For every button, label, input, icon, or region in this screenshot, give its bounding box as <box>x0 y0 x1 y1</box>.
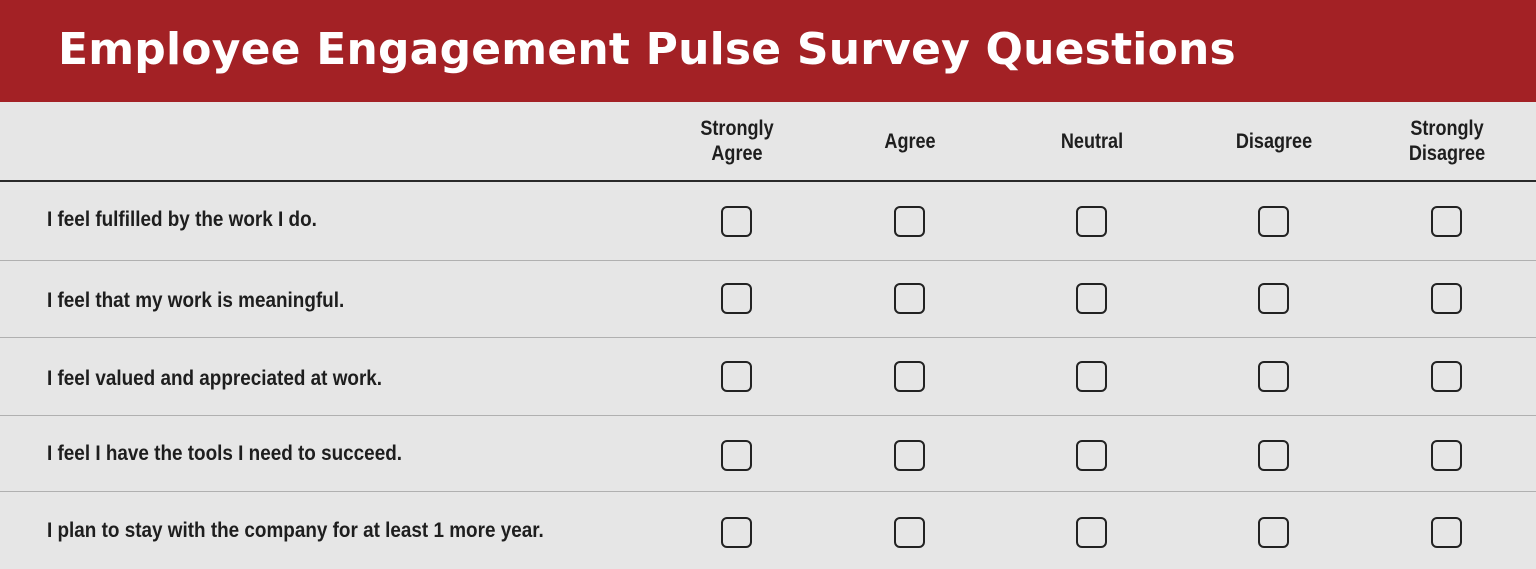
question-text: I feel valued and appreciated at work. <box>47 367 383 390</box>
checkbox-strongly-disagree[interactable] <box>1431 440 1462 471</box>
column-header-disagree: Disagree <box>1210 102 1339 180</box>
checkbox-neutral[interactable] <box>1076 361 1107 392</box>
checkbox-disagree[interactable] <box>1258 361 1289 392</box>
checkbox-neutral[interactable] <box>1076 517 1107 548</box>
checkbox-disagree[interactable] <box>1258 440 1289 471</box>
page-title: Employee Engagement Pulse Survey Questio… <box>58 24 1236 75</box>
title-banner: Employee Engagement Pulse Survey Questio… <box>0 0 1536 102</box>
checkbox-strongly-agree[interactable] <box>721 283 752 314</box>
checkbox-disagree[interactable] <box>1258 517 1289 548</box>
question-text: I feel fulfilled by the work I do. <box>47 208 317 231</box>
question-text: I feel that my work is meaningful. <box>47 289 345 312</box>
column-header-strongly-disagree: Strongly Disagree <box>1383 102 1512 180</box>
checkbox-neutral[interactable] <box>1076 283 1107 314</box>
checkbox-strongly-agree[interactable] <box>721 517 752 548</box>
checkbox-agree[interactable] <box>894 283 925 314</box>
table-row: I feel that my work is meaningful. <box>0 261 1536 337</box>
column-header-line: Disagree <box>1235 129 1313 153</box>
row-divider <box>0 491 1536 492</box>
column-header-neutral: Neutral <box>1028 102 1157 180</box>
row-divider <box>0 260 1536 261</box>
column-header-line: Agree <box>884 129 936 153</box>
table-row: I feel I have the tools I need to succee… <box>0 416 1536 491</box>
checkbox-neutral[interactable] <box>1076 206 1107 237</box>
table-row: I feel valued and appreciated at work. <box>0 338 1536 415</box>
row-divider <box>0 337 1536 338</box>
checkbox-strongly-agree[interactable] <box>721 440 752 471</box>
checkbox-strongly-disagree[interactable] <box>1431 517 1462 548</box>
header-divider <box>0 180 1536 182</box>
column-header-line: Strongly <box>1410 117 1484 140</box>
table-row: I plan to stay with the company for at l… <box>0 492 1536 569</box>
checkbox-disagree[interactable] <box>1258 283 1289 314</box>
column-header-line: Disagree <box>1408 142 1486 165</box>
checkbox-agree[interactable] <box>894 440 925 471</box>
column-header-line: Agree <box>711 142 763 165</box>
column-header-strongly-agree: Strongly Agree <box>673 102 802 180</box>
checkbox-agree[interactable] <box>894 206 925 237</box>
checkbox-strongly-agree[interactable] <box>721 206 752 237</box>
column-header-agree: Agree <box>846 102 975 180</box>
question-text: I plan to stay with the company for at l… <box>47 519 544 542</box>
checkbox-disagree[interactable] <box>1258 206 1289 237</box>
checkbox-strongly-disagree[interactable] <box>1431 361 1462 392</box>
checkbox-agree[interactable] <box>894 517 925 548</box>
checkbox-strongly-agree[interactable] <box>721 361 752 392</box>
question-text: I feel I have the tools I need to succee… <box>47 442 403 465</box>
checkbox-strongly-disagree[interactable] <box>1431 206 1462 237</box>
checkbox-neutral[interactable] <box>1076 440 1107 471</box>
row-divider <box>0 415 1536 416</box>
table-row: I feel fulfilled by the work I do. <box>0 182 1536 260</box>
checkbox-agree[interactable] <box>894 361 925 392</box>
column-header-line: Strongly <box>700 117 774 140</box>
checkbox-strongly-disagree[interactable] <box>1431 283 1462 314</box>
column-header-line: Neutral <box>1060 129 1124 153</box>
